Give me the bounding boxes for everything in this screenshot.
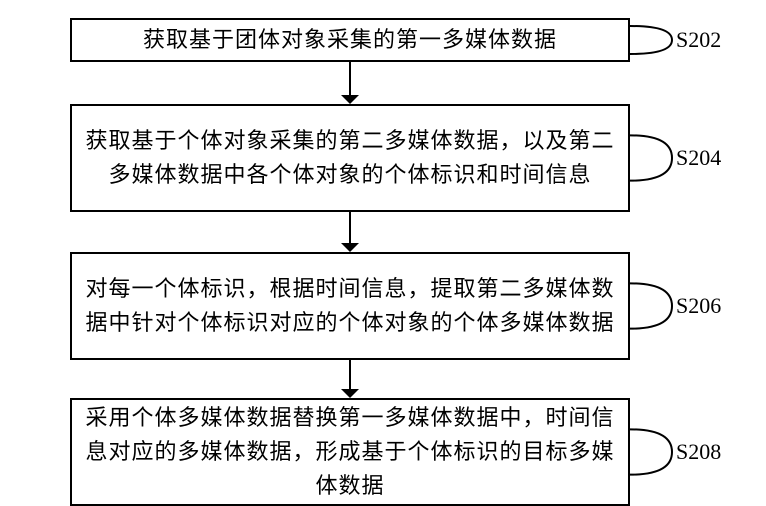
step-label-s204: S204 — [676, 145, 721, 171]
step-label-s206: S206 — [676, 293, 721, 319]
flow-node-s208: 采用个体多媒体数据替换第一多媒体数据中，时间信息对应的多媒体数据，形成基于个体标… — [70, 398, 630, 506]
flow-node-s204: 获取基于个体对象采集的第二多媒体数据，以及第二多媒体数据中各个体对象的个体标识和… — [70, 104, 630, 212]
step-label-s208: S208 — [676, 439, 721, 465]
flowchart-canvas: 获取基于团体对象采集的第一多媒体数据 S202 获取基于个体对象采集的第二多媒体数据… — [0, 0, 766, 500]
step-label-s202: S202 — [676, 27, 721, 53]
flow-node-s206: 对每一个体标识，根据时间信息，提取第二多媒体数据中针对个体标识对应的个体对象的个… — [70, 252, 630, 360]
flow-node-s202: 获取基于团体对象采集的第一多媒体数据 — [70, 18, 630, 62]
